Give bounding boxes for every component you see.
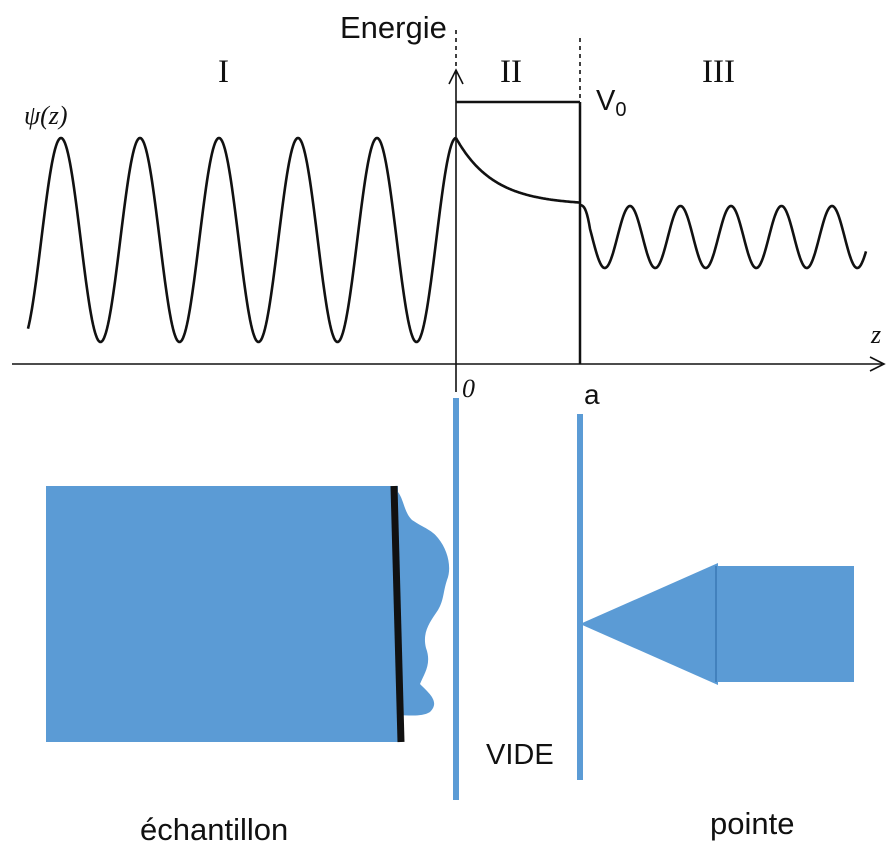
tip-label: pointe [710, 806, 794, 841]
sample-label: échantillon [140, 812, 288, 847]
barrier-width-label: a [584, 379, 600, 410]
z-axis-label: z [870, 320, 881, 349]
region-label-III: III [702, 54, 735, 90]
wavefunction-region-II [454, 137, 580, 204]
gap-label: VIDE [486, 739, 554, 771]
sample-block [46, 486, 398, 742]
wavefunction-region-III [579, 203, 868, 270]
origin-label: 0 [462, 374, 475, 403]
region-label-I: I [218, 54, 229, 90]
energy-diagram: Energie I II III ψ(z) V0 z 0 a [12, 10, 886, 410]
wavefunction-label: ψ(z) [24, 101, 68, 130]
z-axis-arrowhead [869, 356, 886, 372]
sample-surface-line [390, 485, 405, 743]
energy-axis-arrowhead [448, 68, 464, 85]
stm-apparatus: VIDE échantillon pointe [46, 398, 854, 847]
tip-body [716, 566, 854, 682]
wavefunction-region-I [26, 136, 457, 344]
tip-cone [580, 563, 718, 685]
sample-surface-bump [398, 492, 450, 716]
region-label-II: II [500, 54, 522, 90]
barrier-height-label: V0 [596, 85, 626, 121]
energy-axis-label: Energie [340, 10, 447, 45]
